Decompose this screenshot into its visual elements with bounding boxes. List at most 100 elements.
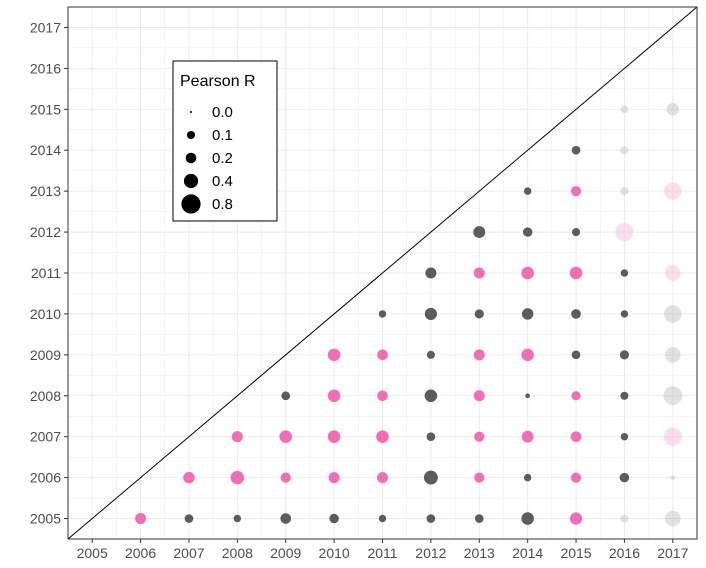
data-point	[521, 512, 534, 525]
data-point	[664, 265, 681, 281]
data-points	[135, 103, 683, 527]
legend-key	[190, 111, 192, 113]
data-point	[521, 266, 534, 280]
y-axis: 2005 2006 2007 2008 2009 2010 2011 2012 2013 2014…	[30, 19, 68, 527]
data-point	[280, 472, 291, 483]
y-tick-label: 2016	[30, 60, 61, 76]
data-point	[666, 103, 680, 116]
data-point	[570, 472, 582, 483]
data-point	[376, 472, 389, 484]
x-tick-label: 2008	[222, 545, 253, 561]
legend-title: Pearson R	[180, 73, 256, 90]
data-point	[664, 305, 682, 323]
x-tick-label: 2017	[657, 545, 688, 561]
legend-label: 0.1	[212, 127, 233, 144]
data-point	[376, 430, 389, 443]
data-point	[570, 186, 582, 197]
x-tick-label: 2012	[415, 545, 446, 561]
data-point	[231, 431, 243, 443]
legend-key	[183, 173, 199, 189]
y-tick-label: 2014	[30, 142, 61, 158]
data-point	[521, 348, 534, 362]
data-point	[570, 431, 582, 443]
data-point	[569, 512, 583, 525]
data-point	[620, 105, 629, 114]
data-point	[663, 427, 682, 446]
data-point	[620, 269, 629, 277]
data-point	[233, 514, 242, 523]
data-point	[474, 309, 484, 319]
data-point	[619, 472, 630, 483]
data-point	[521, 430, 534, 443]
legend-items: 0.0 0.1 0.2 0.4 0.8	[181, 104, 233, 214]
data-point	[328, 472, 340, 484]
data-point	[571, 145, 581, 155]
legend-label: 0.2	[212, 150, 233, 167]
data-point	[664, 347, 681, 363]
legend-key	[185, 152, 197, 164]
legend-key	[186, 130, 196, 140]
y-tick-label: 2010	[30, 306, 61, 322]
x-tick-label: 2007	[173, 545, 204, 561]
data-point	[474, 514, 484, 523]
data-point	[279, 430, 293, 443]
data-point	[425, 267, 437, 279]
data-point	[523, 473, 532, 482]
data-point	[620, 310, 629, 318]
data-point	[473, 390, 485, 402]
data-point	[378, 514, 387, 523]
x-tick-label: 2016	[609, 545, 640, 561]
y-tick-label: 2017	[30, 19, 61, 35]
x-tick-label: 2015	[560, 545, 591, 561]
legend-label: 0.4	[212, 173, 233, 190]
data-point	[670, 475, 676, 480]
data-point	[620, 146, 629, 155]
data-point	[474, 472, 485, 483]
data-point	[571, 391, 581, 401]
y-tick-label: 2007	[30, 429, 61, 445]
data-point	[620, 187, 629, 196]
data-point	[664, 182, 682, 200]
x-tick-label: 2006	[125, 545, 156, 561]
data-point	[135, 513, 147, 525]
data-point	[184, 514, 194, 523]
data-point	[327, 348, 341, 362]
y-tick-label: 2013	[30, 183, 61, 199]
data-point	[424, 389, 438, 403]
data-point	[473, 349, 485, 361]
data-point	[525, 393, 531, 399]
data-point	[423, 470, 438, 485]
data-point	[426, 432, 436, 442]
x-tick-label: 2014	[512, 545, 543, 561]
data-point	[619, 350, 630, 360]
y-tick-label: 2011	[31, 265, 61, 281]
x-tick-label: 2013	[464, 545, 495, 561]
data-point	[378, 310, 387, 318]
data-point	[327, 430, 341, 443]
diagonal-line	[67, 6, 698, 540]
data-point	[571, 309, 581, 319]
data-point	[329, 513, 339, 524]
data-point	[620, 432, 629, 441]
data-point	[571, 350, 581, 360]
data-point	[474, 431, 485, 442]
x-axis: 2005 2006 2007 2008 2009 2010 2011 2012 2013 2014…	[77, 539, 689, 561]
legend-label: 0.0	[212, 104, 233, 121]
x-tick-label: 2009	[270, 545, 301, 561]
data-point	[377, 390, 388, 402]
data-point	[281, 391, 291, 401]
y-tick-label: 2015	[30, 101, 61, 117]
x-tick-label: 2011	[367, 545, 397, 561]
data-point	[664, 510, 681, 527]
x-tick-label: 2005	[77, 545, 108, 561]
data-point	[183, 471, 195, 484]
y-tick-label: 2012	[30, 224, 61, 240]
data-point	[523, 187, 532, 195]
data-point	[522, 227, 533, 237]
legend-key	[181, 194, 201, 214]
legend-label: 0.8	[212, 196, 233, 213]
data-point	[473, 226, 486, 238]
data-point	[473, 267, 485, 279]
y-tick-label: 2005	[30, 511, 61, 527]
data-point	[280, 513, 292, 524]
